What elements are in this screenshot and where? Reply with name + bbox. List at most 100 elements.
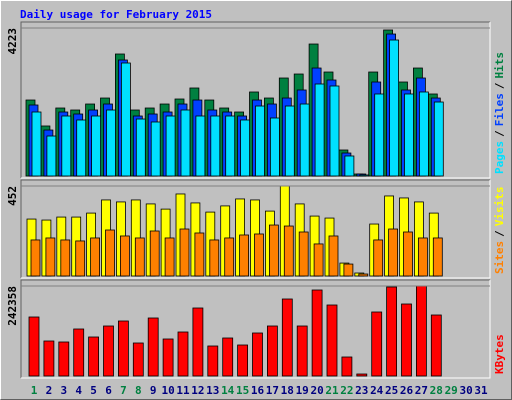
bar xyxy=(298,231,309,277)
bar xyxy=(359,174,370,177)
bar xyxy=(281,298,293,377)
bar xyxy=(415,285,427,377)
x-tick-label: 17 xyxy=(266,384,279,397)
legend-entry: Pages xyxy=(493,141,506,174)
bar xyxy=(225,115,236,177)
bar xyxy=(269,117,280,177)
bar xyxy=(283,225,294,277)
bar xyxy=(179,228,190,277)
bar xyxy=(58,341,70,377)
x-tick-label: 20 xyxy=(310,384,323,397)
bar xyxy=(224,237,235,277)
bar xyxy=(194,232,205,277)
bar xyxy=(73,328,85,377)
x-tick-label: 25 xyxy=(385,384,398,397)
x-tick-label: 15 xyxy=(236,384,249,397)
bar xyxy=(118,320,129,377)
legend-separator: / xyxy=(493,230,506,237)
x-tick-label: 19 xyxy=(296,384,309,397)
legend-entry: Visits xyxy=(493,187,506,227)
bar xyxy=(237,344,249,377)
bar xyxy=(165,115,176,177)
bar xyxy=(90,237,100,277)
legend-entry: KBytes xyxy=(493,334,506,374)
bar xyxy=(296,325,308,377)
bar xyxy=(164,237,175,277)
panel-edge-dark xyxy=(20,279,490,378)
bar xyxy=(207,345,219,377)
legend: KBytes xyxy=(493,334,506,374)
x-tick-label: 29 xyxy=(445,384,458,397)
bar xyxy=(252,332,263,377)
legend-separator: / xyxy=(493,82,506,89)
bar xyxy=(403,231,413,277)
bar xyxy=(314,83,325,177)
bar xyxy=(150,121,161,177)
bar xyxy=(266,325,278,377)
bar xyxy=(46,135,57,177)
bar xyxy=(180,109,191,177)
bar xyxy=(61,115,72,177)
x-tick-label: 22 xyxy=(340,384,353,397)
legend-entry: Hits xyxy=(493,52,506,79)
bar xyxy=(432,237,443,277)
bar xyxy=(389,39,400,177)
bar xyxy=(132,342,144,377)
bar xyxy=(401,303,412,377)
bar xyxy=(284,105,295,177)
bar xyxy=(240,119,251,177)
bar xyxy=(45,237,56,277)
chart-title: Daily usage for February 2015 xyxy=(20,8,212,21)
y-tick-label: 4223 xyxy=(6,28,19,55)
bar xyxy=(134,237,145,277)
x-tick-label: 1 xyxy=(31,384,38,397)
bar xyxy=(344,155,355,177)
x-tick-label: 24 xyxy=(370,384,384,397)
x-tick-label: 7 xyxy=(120,384,127,397)
x-tick-label: 16 xyxy=(251,384,265,397)
x-tick-label: 12 xyxy=(191,384,204,397)
bar xyxy=(268,224,279,277)
bar xyxy=(358,273,369,277)
legend-entry: Sites xyxy=(493,241,506,274)
x-tick-label: 9 xyxy=(150,384,157,397)
bar xyxy=(192,307,204,377)
bar xyxy=(433,101,444,177)
bar xyxy=(210,115,221,177)
bar xyxy=(209,239,220,277)
x-tick-label: 11 xyxy=(176,384,190,397)
bar xyxy=(255,105,265,177)
bar xyxy=(404,93,414,177)
bar xyxy=(120,235,130,277)
x-tick-label: 5 xyxy=(90,384,97,397)
x-tick-label: 14 xyxy=(221,384,235,397)
bar xyxy=(177,331,189,377)
x-tick-label: 26 xyxy=(400,384,414,397)
bar xyxy=(88,336,99,377)
panel-edge-dark xyxy=(20,21,490,178)
bar xyxy=(75,240,86,277)
bar xyxy=(311,289,323,377)
x-tick-label: 6 xyxy=(105,384,112,397)
x-tick-label: 30 xyxy=(459,384,472,397)
bar xyxy=(328,235,339,277)
bar xyxy=(43,340,55,377)
legend: Pages / Files / Hits xyxy=(493,52,506,174)
x-tick-label: 28 xyxy=(430,384,443,397)
bar xyxy=(31,111,42,177)
bar xyxy=(103,325,114,377)
x-tick-label: 13 xyxy=(206,384,219,397)
legend-separator: / xyxy=(493,130,506,137)
bar xyxy=(147,317,159,377)
bar xyxy=(326,304,338,377)
bar xyxy=(91,115,101,177)
bar xyxy=(373,239,384,277)
bar xyxy=(388,228,399,277)
bar xyxy=(195,115,206,177)
x-tick-label: 3 xyxy=(60,384,67,397)
bar xyxy=(430,314,442,377)
y-tick-label: 452 xyxy=(6,186,19,206)
